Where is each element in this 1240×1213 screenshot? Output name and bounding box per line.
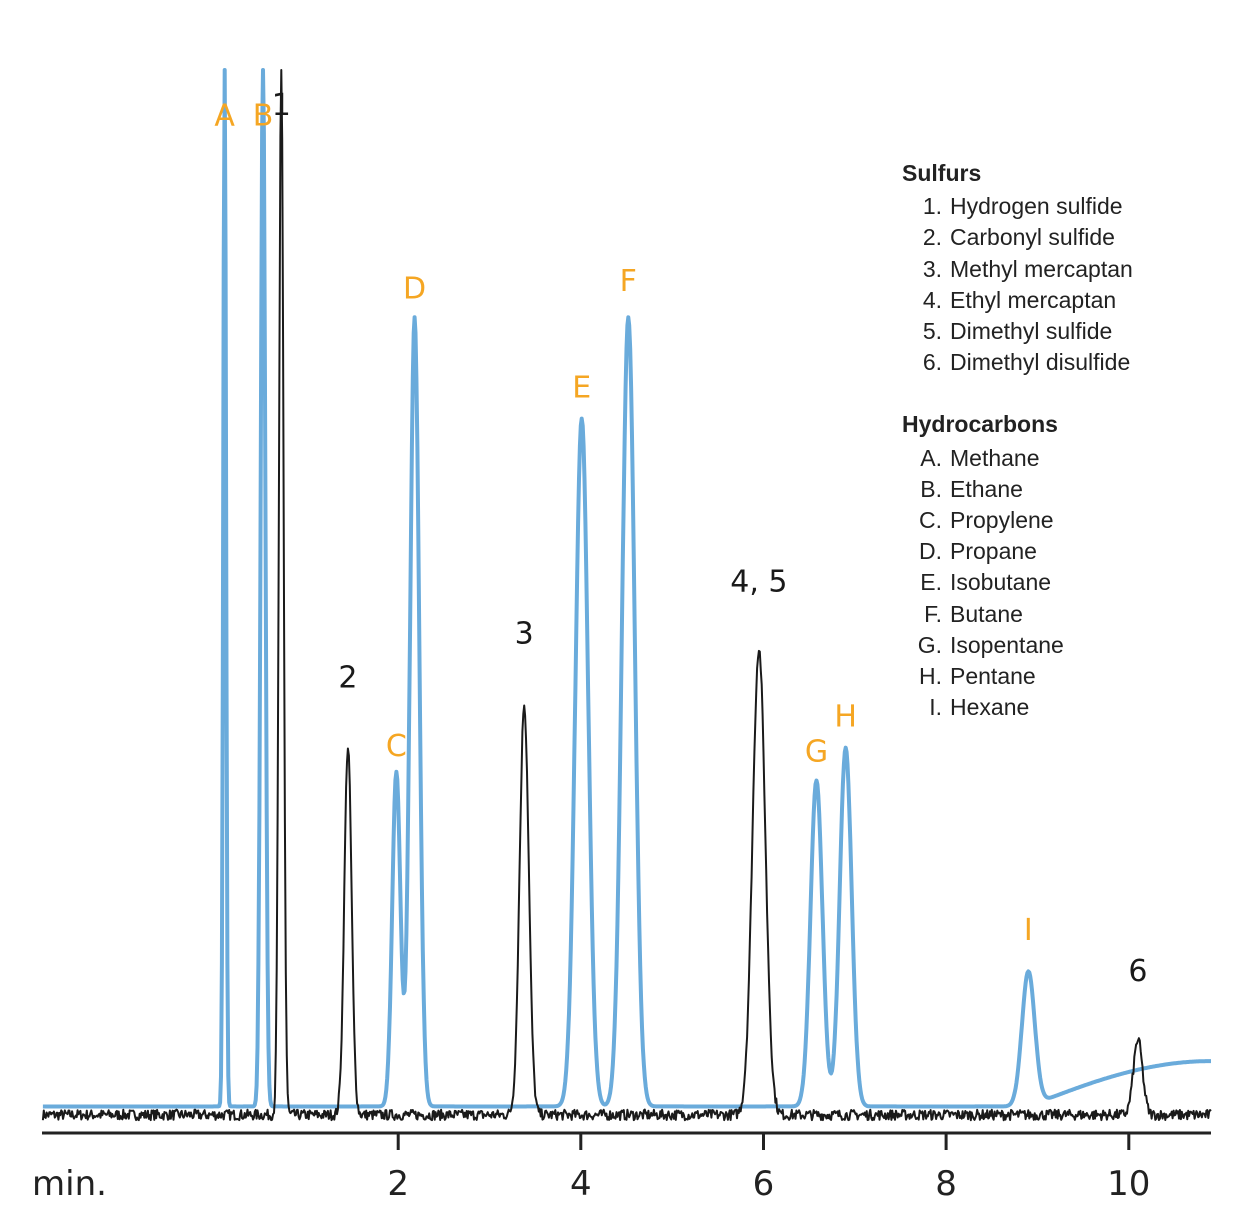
peak-label-G: G	[805, 735, 828, 770]
legend: Sulfurs 1. Hydrogen sulfide 2. Carbonyl sulf…	[902, 158, 1133, 754]
peak-label-H: H	[834, 700, 857, 735]
legend-item-name: Methane	[950, 444, 1040, 471]
peak-label-A: A	[214, 98, 235, 133]
peak-label-6: 6	[1128, 954, 1147, 989]
peak-label-E: E	[572, 371, 591, 406]
legend-item-key: B.	[920, 475, 942, 502]
legend-item-key: D.	[919, 538, 942, 565]
legend-item-name: Isobutane	[950, 569, 1052, 596]
legend-item: E. Isobutane	[902, 567, 1133, 598]
peak-label-C: C	[386, 729, 407, 764]
legend-item: 3. Methyl mercaptan	[902, 254, 1133, 285]
legend-item: D. Propane	[902, 536, 1133, 567]
legend-item: 4. Ethyl mercaptan	[902, 285, 1133, 316]
legend-item: F. Butane	[902, 599, 1133, 630]
peak-label-I: I	[1024, 913, 1033, 948]
x-tick-label: 8	[935, 1164, 957, 1204]
x-tick-label: 10	[1107, 1164, 1150, 1204]
peak-label-2: 2	[338, 661, 357, 696]
legend-item-key: 1.	[922, 193, 942, 220]
legend-item: 5. Dimethyl sulfide	[902, 316, 1133, 347]
legend-item: 6. Dimethyl disulfide	[902, 347, 1133, 378]
legend-item-key: 2.	[922, 224, 942, 251]
legend-item-key: 5.	[922, 318, 942, 345]
legend-item-name: Methyl mercaptan	[950, 255, 1133, 282]
legend-item-name: Ethyl mercaptan	[950, 286, 1117, 313]
legend-item-key: 3.	[922, 255, 942, 282]
legend-item-key: G.	[917, 631, 942, 658]
chromatogram-traces	[41, 68, 1213, 1122]
legend-item-name: Butane	[950, 600, 1023, 627]
legend-item-key: 4.	[922, 286, 942, 313]
legend-item: C. Propylene	[902, 505, 1133, 536]
legend-item-key: C.	[919, 507, 942, 534]
legend-item-name: Propylene	[950, 507, 1054, 534]
legend-group-title: Hydrocarbons	[902, 411, 1058, 438]
legend-item-key: E.	[920, 569, 942, 596]
peak-label-1: 1	[272, 88, 291, 123]
peak-label-F: F	[620, 264, 637, 299]
peak-label-B: B	[253, 98, 274, 133]
x-tick-label: 6	[753, 1164, 775, 1204]
legend-item: B. Ethane	[902, 474, 1133, 505]
legend-item: G. Isopentane	[902, 630, 1133, 661]
legend-item-name: Propane	[950, 538, 1037, 565]
x-tick-label: 2	[387, 1164, 409, 1204]
sulfur-trace	[41, 69, 1212, 1122]
legend-item: I. Hexane	[902, 692, 1133, 723]
hydrocarbon-trace	[41, 68, 1213, 1109]
legend-item-name: Hydrogen sulfide	[950, 193, 1123, 220]
legend-item-key: 6.	[922, 349, 942, 376]
legend-item: A. Methane	[902, 443, 1133, 474]
legend-item-name: Pentane	[950, 663, 1036, 690]
legend-item-name: Ethane	[950, 475, 1023, 502]
legend-item-key: I.	[929, 694, 942, 721]
peak-labels: A B C D E F GH I 1 2 3 4, 5 6	[214, 88, 1147, 989]
legend-item: H. Pentane	[902, 661, 1133, 692]
peak-label-3: 3	[515, 616, 534, 651]
legend-item-name: Dimethyl sulfide	[950, 318, 1113, 345]
legend-item-name: Hexane	[950, 694, 1030, 721]
peak-label-4-5: 4, 5	[730, 565, 787, 600]
legend-item: 2. Carbonyl sulfide	[902, 222, 1133, 253]
legend-item-name: Isopentane	[950, 631, 1064, 658]
legend-item-name: Carbonyl sulfide	[950, 224, 1115, 251]
x-tick-label: 4	[570, 1164, 592, 1204]
legend-item: 1. Hydrogen sulfide	[902, 191, 1133, 222]
x-axis-ticks: 2 4 6 8 10	[387, 1133, 1150, 1204]
legend-item-key: A.	[920, 444, 942, 471]
legend-group: Hydrocarbons A. Methane B. Ethane C. Propylene…	[902, 409, 1133, 723]
legend-item-name: Dimethyl disulfide	[950, 349, 1131, 376]
x-axis-label: min.	[32, 1164, 107, 1204]
legend-group: Sulfurs 1. Hydrogen sulfide 2. Carbonyl sulf…	[902, 158, 1133, 378]
peak-label-D: D	[403, 271, 426, 306]
legend-group-title: Sulfurs	[902, 160, 982, 186]
legend-item-key: H.	[919, 663, 942, 690]
legend-item-key: F.	[924, 600, 942, 627]
